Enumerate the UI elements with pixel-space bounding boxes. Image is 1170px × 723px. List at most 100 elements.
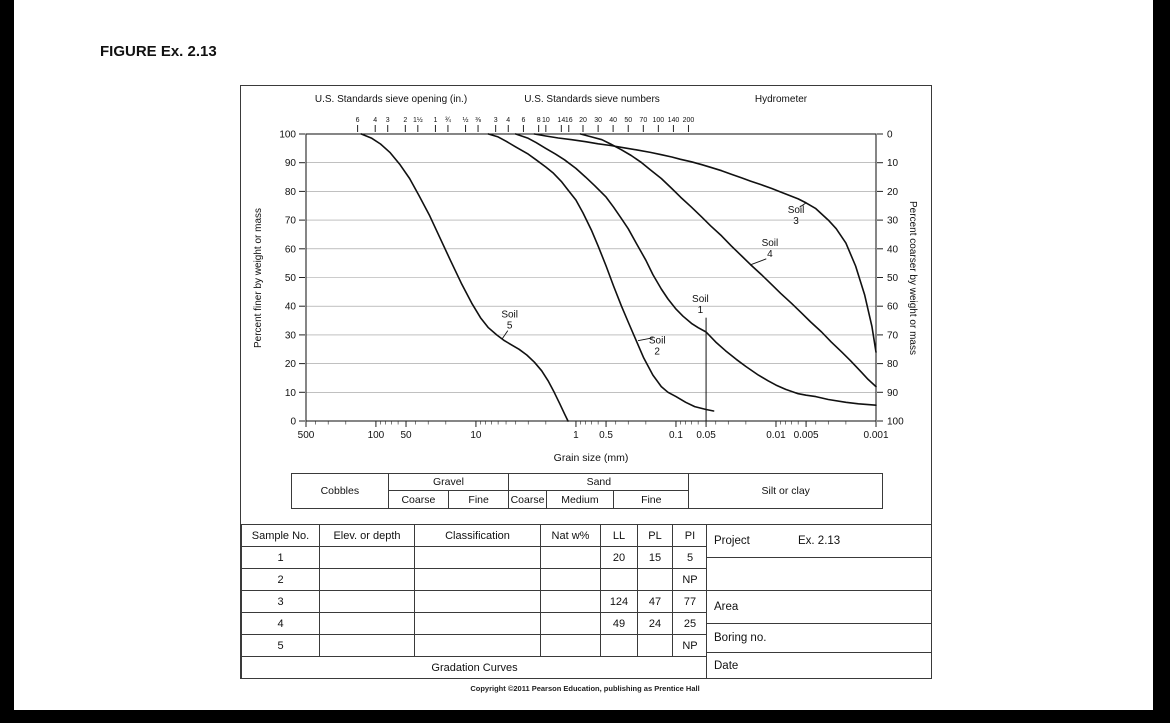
sieve-size-label: 200 bbox=[683, 117, 695, 124]
left-axis-tick-label: 80 bbox=[285, 187, 297, 198]
samples-column-header: PI bbox=[672, 524, 708, 547]
info-row: Area bbox=[707, 591, 931, 624]
sample-row: 3 124 47 77 bbox=[241, 590, 708, 613]
curve-label-leader bbox=[637, 337, 653, 342]
sieve-size-label: 100 bbox=[653, 117, 665, 124]
x-axis-tick-label: 10 bbox=[470, 430, 482, 441]
sieve-size-label: 14 bbox=[557, 117, 565, 124]
curve-soil-4 bbox=[579, 133, 877, 388]
sample-cell bbox=[600, 568, 638, 591]
curve-label-soil-4: Soil 4 bbox=[762, 238, 779, 260]
table-footer-row: Gradation Curves bbox=[241, 656, 708, 679]
document-page: FIGURE Ex. 2.13 0 100 10 90 20 80 30 70 40 60 50 50… bbox=[14, 0, 1153, 710]
sample-cell bbox=[319, 634, 415, 657]
sample-cell bbox=[414, 590, 541, 613]
right-axis-tick-label: 80 bbox=[887, 359, 899, 370]
x-axis-tick-label: 0.001 bbox=[863, 430, 888, 441]
left-axis-tick-label: 40 bbox=[285, 302, 297, 313]
sample-cell bbox=[414, 546, 541, 569]
sample-cell: 4 bbox=[241, 612, 320, 635]
class-silt-or-clay: Silt or clay bbox=[689, 474, 882, 508]
sample-cell bbox=[319, 546, 415, 569]
sieve-size-label: 6 bbox=[356, 117, 360, 124]
sample-row: 5 NP bbox=[241, 634, 708, 657]
sample-row: 2 NP bbox=[241, 568, 708, 591]
sieve-size-label: 140 bbox=[668, 117, 680, 124]
sample-cell: 5 bbox=[241, 634, 320, 657]
right-axis-tick-label: 50 bbox=[887, 273, 899, 284]
sieve-size-label: 8 bbox=[537, 117, 541, 124]
x-axis-tick-label: 0.005 bbox=[794, 430, 819, 441]
class-sand-fine: Fine bbox=[614, 491, 690, 508]
right-axis-tick-label: 10 bbox=[887, 158, 899, 169]
sample-cell bbox=[319, 590, 415, 613]
curve-soil-3 bbox=[533, 133, 877, 353]
sieve-size-label: 16 bbox=[565, 117, 573, 124]
curve-soil-2 bbox=[487, 133, 715, 412]
class-sand-medium: Medium bbox=[546, 491, 615, 508]
project-info-panel: Project Ex. 2.13 Area Boring no. Date bbox=[706, 524, 931, 678]
samples-column-header: PL bbox=[637, 524, 673, 547]
gradation-figure: 0 100 10 90 20 80 30 70 40 60 50 50 60 40 70 30 80 20 90 10… bbox=[240, 85, 932, 679]
x-axis-tick-label: 0.5 bbox=[599, 430, 613, 441]
x-axis-tick-label: 50 bbox=[400, 430, 412, 441]
sieve-size-label: 4 bbox=[373, 117, 377, 124]
sieve-size-label: 6 bbox=[521, 117, 525, 124]
info-label: Boring no. bbox=[714, 632, 767, 644]
sample-cell bbox=[540, 634, 601, 657]
class-sand-coarse: Coarse bbox=[509, 491, 547, 508]
class-cobbles: Cobbles bbox=[292, 474, 389, 508]
gradation-curves-caption: Gradation Curves bbox=[241, 656, 708, 679]
right-axis-tick-label: 90 bbox=[887, 388, 899, 399]
samples-header-row: Sample No. Elev. or depth Classification Na… bbox=[241, 524, 708, 547]
right-axis-tick-label: 60 bbox=[887, 302, 899, 313]
left-axis-tick-label: 0 bbox=[290, 417, 296, 428]
samples-column-header: Classification bbox=[414, 524, 541, 547]
right-axis-tick-label: 40 bbox=[887, 244, 899, 255]
sample-cell: 15 bbox=[637, 546, 673, 569]
sieve-size-label: 50 bbox=[624, 117, 632, 124]
x-axis-tick-label: 0.05 bbox=[696, 430, 716, 441]
copyright-notice: Copyright ©2011 Pearson Education, publi… bbox=[470, 684, 700, 693]
curve-label-soil-5: Soil 5 bbox=[501, 310, 518, 332]
sieve-size-label: 30 bbox=[594, 117, 602, 124]
sample-cell: 2 bbox=[241, 568, 320, 591]
sample-cell: 20 bbox=[600, 546, 638, 569]
left-axis-tick-label: 60 bbox=[285, 244, 297, 255]
class-gravel-coarse: Coarse bbox=[388, 491, 450, 508]
sample-row: 4 49 24 25 bbox=[241, 612, 708, 635]
x-axis-tick-label: 500 bbox=[298, 430, 315, 441]
sieve-size-label: 70 bbox=[639, 117, 647, 124]
sieve-size-label: 20 bbox=[579, 117, 587, 124]
sieve-size-label: ⅜ bbox=[475, 117, 481, 124]
right-axis-tick-label: 30 bbox=[887, 216, 899, 227]
hydrometer-header: Hydrometer bbox=[755, 94, 808, 105]
curve-label-soil-2: Soil 2 bbox=[649, 336, 666, 358]
sample-cell: 3 bbox=[241, 590, 320, 613]
sample-cell bbox=[319, 612, 415, 635]
sieve-size-label: 4 bbox=[506, 117, 510, 124]
sieve-size-label: 40 bbox=[609, 117, 617, 124]
info-label: Area bbox=[714, 601, 739, 613]
x-axis-tick-label: 100 bbox=[368, 430, 385, 441]
info-label: Project bbox=[714, 535, 750, 547]
left-axis-tick-label: 100 bbox=[279, 130, 296, 141]
sieve-numbers-header: U.S. Standards sieve numbers bbox=[524, 94, 660, 105]
sample-cell: 1 bbox=[241, 546, 320, 569]
sieve-opening-header: U.S. Standards sieve opening (in.) bbox=[315, 94, 467, 105]
right-axis-title: Percent coarser by weight or mass bbox=[907, 201, 918, 355]
left-axis-tick-label: 70 bbox=[285, 216, 297, 227]
left-axis-tick-label: 50 bbox=[285, 273, 297, 284]
plot-border bbox=[305, 133, 877, 422]
sample-cell: 77 bbox=[672, 590, 708, 613]
left-axis-tick-label: 10 bbox=[285, 388, 297, 399]
sample-cell: 5 bbox=[672, 546, 708, 569]
left-axis-tick-label: 30 bbox=[285, 330, 297, 341]
samples-column-header: Sample No. bbox=[241, 524, 320, 547]
curve-label-leader bbox=[501, 330, 509, 340]
curve-soil-1 bbox=[514, 133, 877, 406]
left-axis-tick-label: 90 bbox=[285, 158, 297, 169]
x-axis-tick-label: 1 bbox=[573, 430, 579, 441]
soil-classification-bar: Cobbles Gravel Coarse Fine Sand Coarse Medium F… bbox=[291, 473, 883, 509]
sieve-size-label: ¾ bbox=[445, 117, 451, 124]
